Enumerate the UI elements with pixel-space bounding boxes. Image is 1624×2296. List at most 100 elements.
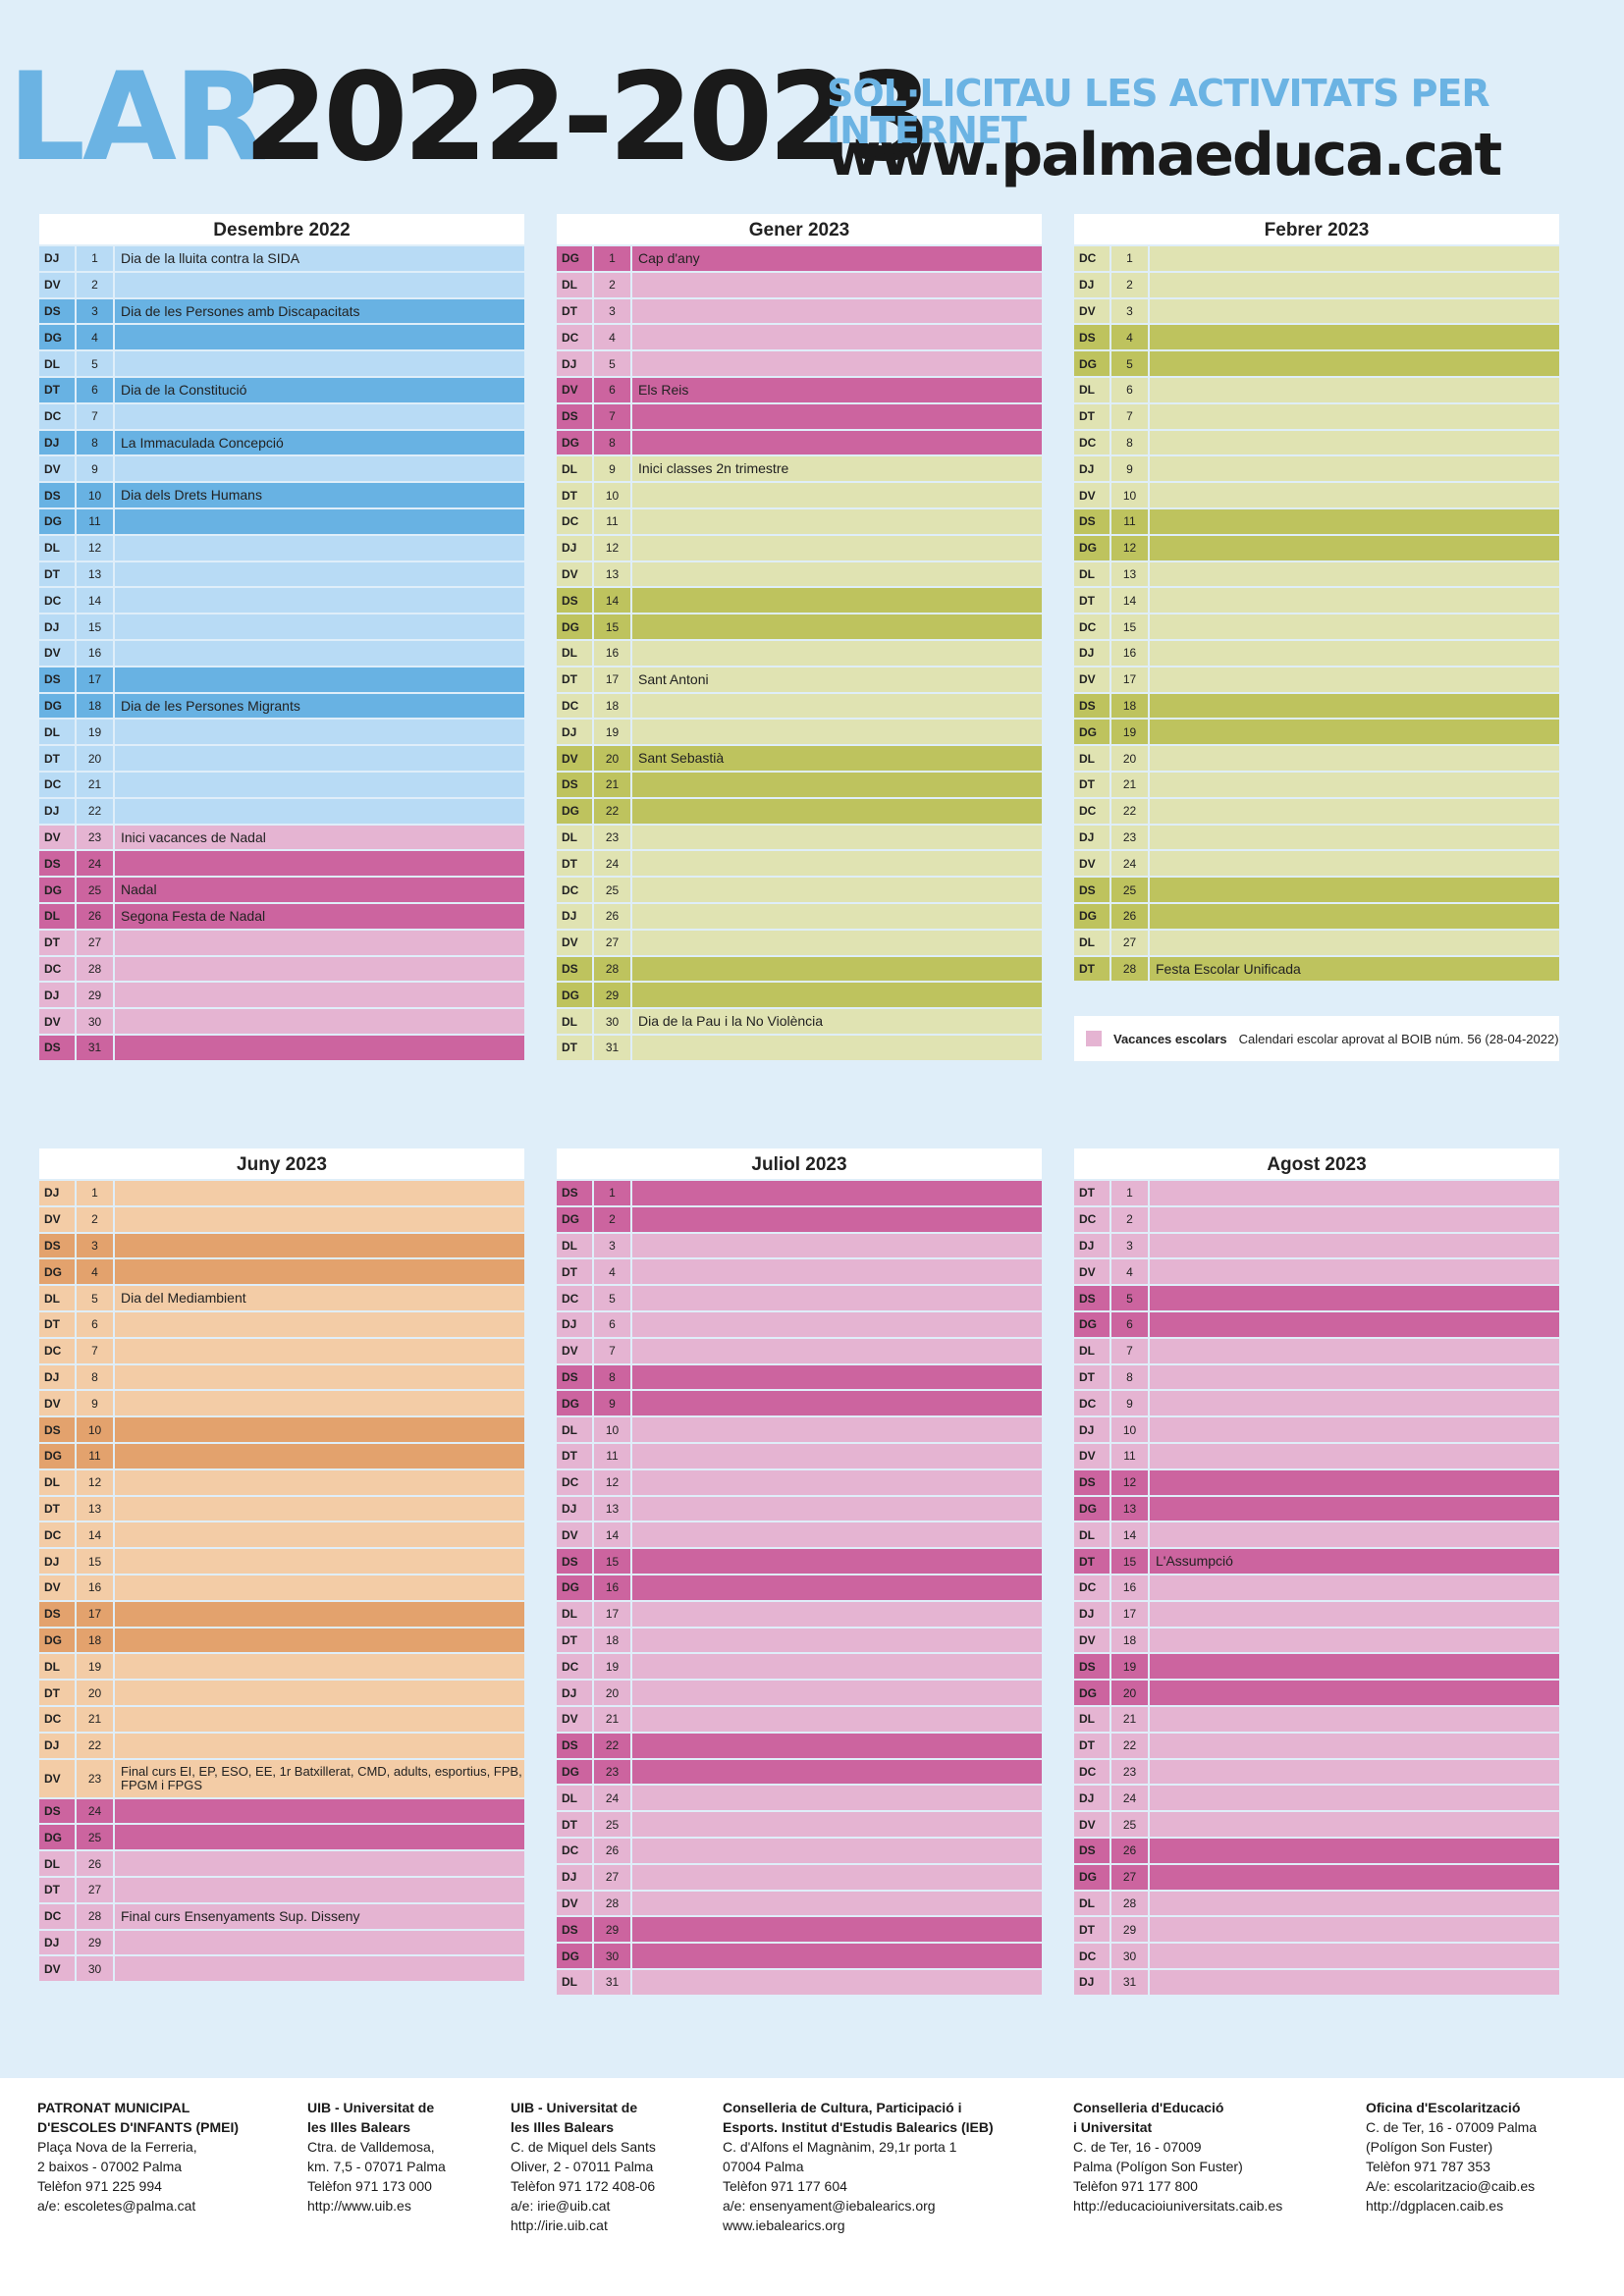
day-of-week: DG (557, 430, 592, 455)
day-row: DC 28 Final curs Ensenyaments Sup. Disseny (39, 1903, 524, 1929)
day-number: 27 (594, 930, 630, 955)
day-number: 24 (1111, 1786, 1148, 1811)
day-of-week: DJ (39, 614, 75, 639)
day-number: 4 (594, 1259, 630, 1285)
day-of-week: DV (39, 456, 75, 482)
day-of-week: DS (39, 298, 75, 324)
footer-heading: Conselleria d'Educació i Universitat (1073, 2100, 1224, 2135)
day-event (632, 403, 1042, 429)
day-number: 21 (594, 772, 630, 797)
day-of-week: DJ (1074, 272, 1110, 297)
day-event (1150, 272, 1559, 297)
day-event (1150, 825, 1559, 850)
day-of-week: DS (557, 1364, 592, 1390)
day-number: 20 (77, 746, 113, 771)
day-number: 24 (594, 1786, 630, 1811)
day-row: DC 25 (557, 878, 1042, 902)
day-number: 29 (1111, 1917, 1148, 1943)
day-row: DS 3 (39, 1233, 524, 1258)
day-row: DV 18 (1074, 1628, 1559, 1653)
day-row: DV 17 (1074, 667, 1559, 692)
footer-heading: UIB - Universitat de les Illes Balears (511, 2100, 638, 2135)
day-of-week: DJ (557, 535, 592, 561)
day-event: Dia de les Persones Migrants (115, 693, 524, 719)
day-number: 5 (77, 351, 113, 376)
day-event (115, 1877, 524, 1902)
day-row: DJ 15 (39, 1549, 524, 1574)
day-number: 4 (594, 325, 630, 350)
day-of-week: DC (557, 693, 592, 719)
day-of-week: DS (39, 483, 75, 507)
day-of-week: DL (557, 1969, 592, 1995)
day-of-week: DS (1074, 1838, 1110, 1863)
day-event (1150, 483, 1559, 507)
day-of-week: DL (1074, 746, 1110, 771)
day-number: 18 (1111, 693, 1148, 719)
day-row: DL 24 (557, 1786, 1042, 1811)
day-row: DT 13 (39, 1496, 524, 1522)
day-of-week: DT (1074, 956, 1110, 982)
day-event (115, 983, 524, 1008)
day-event (632, 1233, 1042, 1258)
day-number: 9 (77, 1391, 113, 1416)
day-of-week: DG (39, 325, 75, 350)
day-row: DV 25 (1074, 1812, 1559, 1837)
day-number: 14 (594, 588, 630, 614)
day-row: DT 4 (557, 1259, 1042, 1285)
day-of-week: DC (1074, 1944, 1110, 1968)
day-of-week: DV (557, 377, 592, 402)
day-event (632, 1601, 1042, 1627)
day-row: DJ 20 (557, 1681, 1042, 1705)
day-event (632, 798, 1042, 824)
day-row: DS 4 (1074, 325, 1559, 350)
day-event (115, 1798, 524, 1824)
day-number: 18 (77, 1628, 113, 1653)
day-event (1150, 1575, 1559, 1600)
day-event (632, 825, 1042, 850)
day-row: DG 11 (39, 1443, 524, 1468)
day-of-week: DL (557, 272, 592, 297)
day-event (632, 430, 1042, 455)
day-row: DS 21 (557, 772, 1042, 797)
day-of-week: DG (39, 693, 75, 719)
day-of-week: DG (557, 1391, 592, 1416)
day-of-week: DC (39, 1522, 75, 1548)
day-number: 5 (594, 1286, 630, 1310)
day-of-week: DT (39, 1681, 75, 1705)
day-event (632, 351, 1042, 376)
day-of-week: DJ (1074, 1601, 1110, 1627)
day-number: 13 (594, 1496, 630, 1522)
day-number: 24 (77, 1798, 113, 1824)
day-event (1150, 1259, 1559, 1285)
day-event (115, 956, 524, 982)
day-number: 17 (1111, 1601, 1148, 1627)
day-row: DS 11 (1074, 508, 1559, 534)
day-number: 13 (594, 561, 630, 587)
day-event (632, 720, 1042, 745)
day-event (1150, 1864, 1559, 1890)
day-number: 26 (594, 903, 630, 929)
day-number: 18 (1111, 1628, 1148, 1653)
day-event (632, 1259, 1042, 1285)
day-number: 1 (77, 246, 113, 271)
day-number: 7 (1111, 1338, 1148, 1363)
day-of-week: DT (557, 1628, 592, 1653)
website-link[interactable]: www.palmaeduca.cat (827, 121, 1502, 189)
day-row: DS 22 (557, 1733, 1042, 1758)
day-row: DT 11 (557, 1443, 1042, 1468)
day-of-week: DJ (39, 798, 75, 824)
day-row: DT 10 (557, 483, 1042, 507)
day-number: 21 (77, 772, 113, 797)
day-event (632, 535, 1042, 561)
day-row: DL 3 (557, 1233, 1042, 1258)
day-number: 25 (1111, 878, 1148, 902)
day-row: DJ 22 (39, 798, 524, 824)
footer-heading: Oficina d'Escolarització (1366, 2100, 1521, 2115)
day-row: DV 30 (39, 1009, 524, 1034)
day-event (1150, 456, 1559, 482)
day-row: DL 14 (1074, 1522, 1559, 1548)
day-number: 28 (1111, 956, 1148, 982)
day-event (632, 561, 1042, 587)
day-event (632, 1917, 1042, 1943)
day-number: 21 (1111, 772, 1148, 797)
